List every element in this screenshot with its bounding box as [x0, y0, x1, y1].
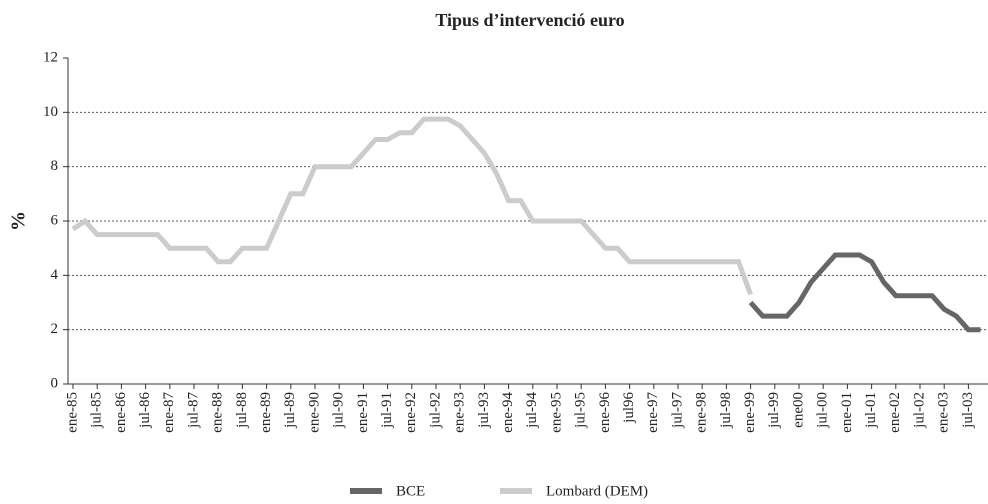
- x-tick-label: jul-94: [524, 392, 540, 429]
- x-tick-label: ene-94: [500, 392, 516, 433]
- x-tick-label: ene-87: [161, 392, 177, 433]
- x-tick-label: ene-01: [839, 392, 855, 433]
- x-tick-label: ene-99: [742, 392, 758, 433]
- x-tick-label: jul-88: [234, 392, 250, 429]
- x-tick-label: jul-90: [331, 392, 347, 429]
- x-tick-label: ene-96: [597, 392, 613, 433]
- x-tick-label: jul-92: [427, 392, 443, 429]
- x-tick-label: jul-97: [669, 392, 685, 429]
- x-tick-label: ene-93: [452, 392, 468, 433]
- series-line: [748, 252, 981, 333]
- x-tick-label: jul-01: [863, 392, 879, 429]
- chart-title: Tipus d’intervenció euro: [435, 10, 624, 30]
- x-tick-label: ene-91: [355, 392, 371, 433]
- x-tick-label: jul-86: [137, 392, 153, 429]
- x-tick-label: ene-86: [113, 392, 129, 433]
- x-tick-label: jul-98: [718, 392, 734, 429]
- x-tick-label: jul-99: [766, 392, 782, 429]
- y-tick-label: 2: [51, 321, 59, 337]
- y-tick-label: 10: [43, 104, 58, 120]
- x-tick-label: ene-98: [694, 392, 710, 433]
- x-tick-label: jul-89: [282, 392, 298, 429]
- legend-label: BCE: [396, 483, 425, 499]
- y-tick-label: 0: [51, 375, 59, 391]
- x-tick-label: ene-02: [887, 392, 903, 433]
- x-tick-label: jul-91: [379, 392, 395, 429]
- y-tick-label: 8: [51, 158, 59, 174]
- x-tick-label: jul-02: [911, 392, 927, 429]
- x-tick-label: jul-95: [573, 392, 589, 429]
- x-tick-label: jul-00: [815, 392, 831, 429]
- legend-swatch: [500, 488, 532, 494]
- series-line: [71, 116, 753, 296]
- x-tick-label: ene00: [790, 392, 806, 428]
- x-tick-label: ene-89: [258, 392, 274, 433]
- x-tick-label: ene-97: [645, 392, 661, 433]
- legend-swatch: [350, 488, 382, 494]
- x-tick-label: ene-92: [403, 392, 419, 433]
- x-tick-label: ene-88: [210, 392, 226, 433]
- x-tick-label: jul-87: [185, 392, 201, 429]
- y-tick-label: 6: [51, 212, 59, 228]
- x-tick-label: jul-93: [476, 392, 492, 429]
- x-tick-label: ene-85: [64, 392, 80, 433]
- x-tick-label: ene-90: [306, 392, 322, 433]
- x-tick-label: ene-95: [548, 392, 564, 433]
- y-axis-label: %: [8, 211, 30, 231]
- legend-label: Lombard (DEM): [546, 483, 648, 499]
- x-tick-label: ene-03: [936, 392, 952, 433]
- x-tick-label: jul-85: [89, 392, 105, 429]
- x-tick-label: jul96: [621, 392, 637, 424]
- x-tick-label: jul-03: [960, 392, 976, 429]
- y-tick-label: 12: [43, 49, 58, 65]
- y-tick-label: 4: [51, 267, 59, 283]
